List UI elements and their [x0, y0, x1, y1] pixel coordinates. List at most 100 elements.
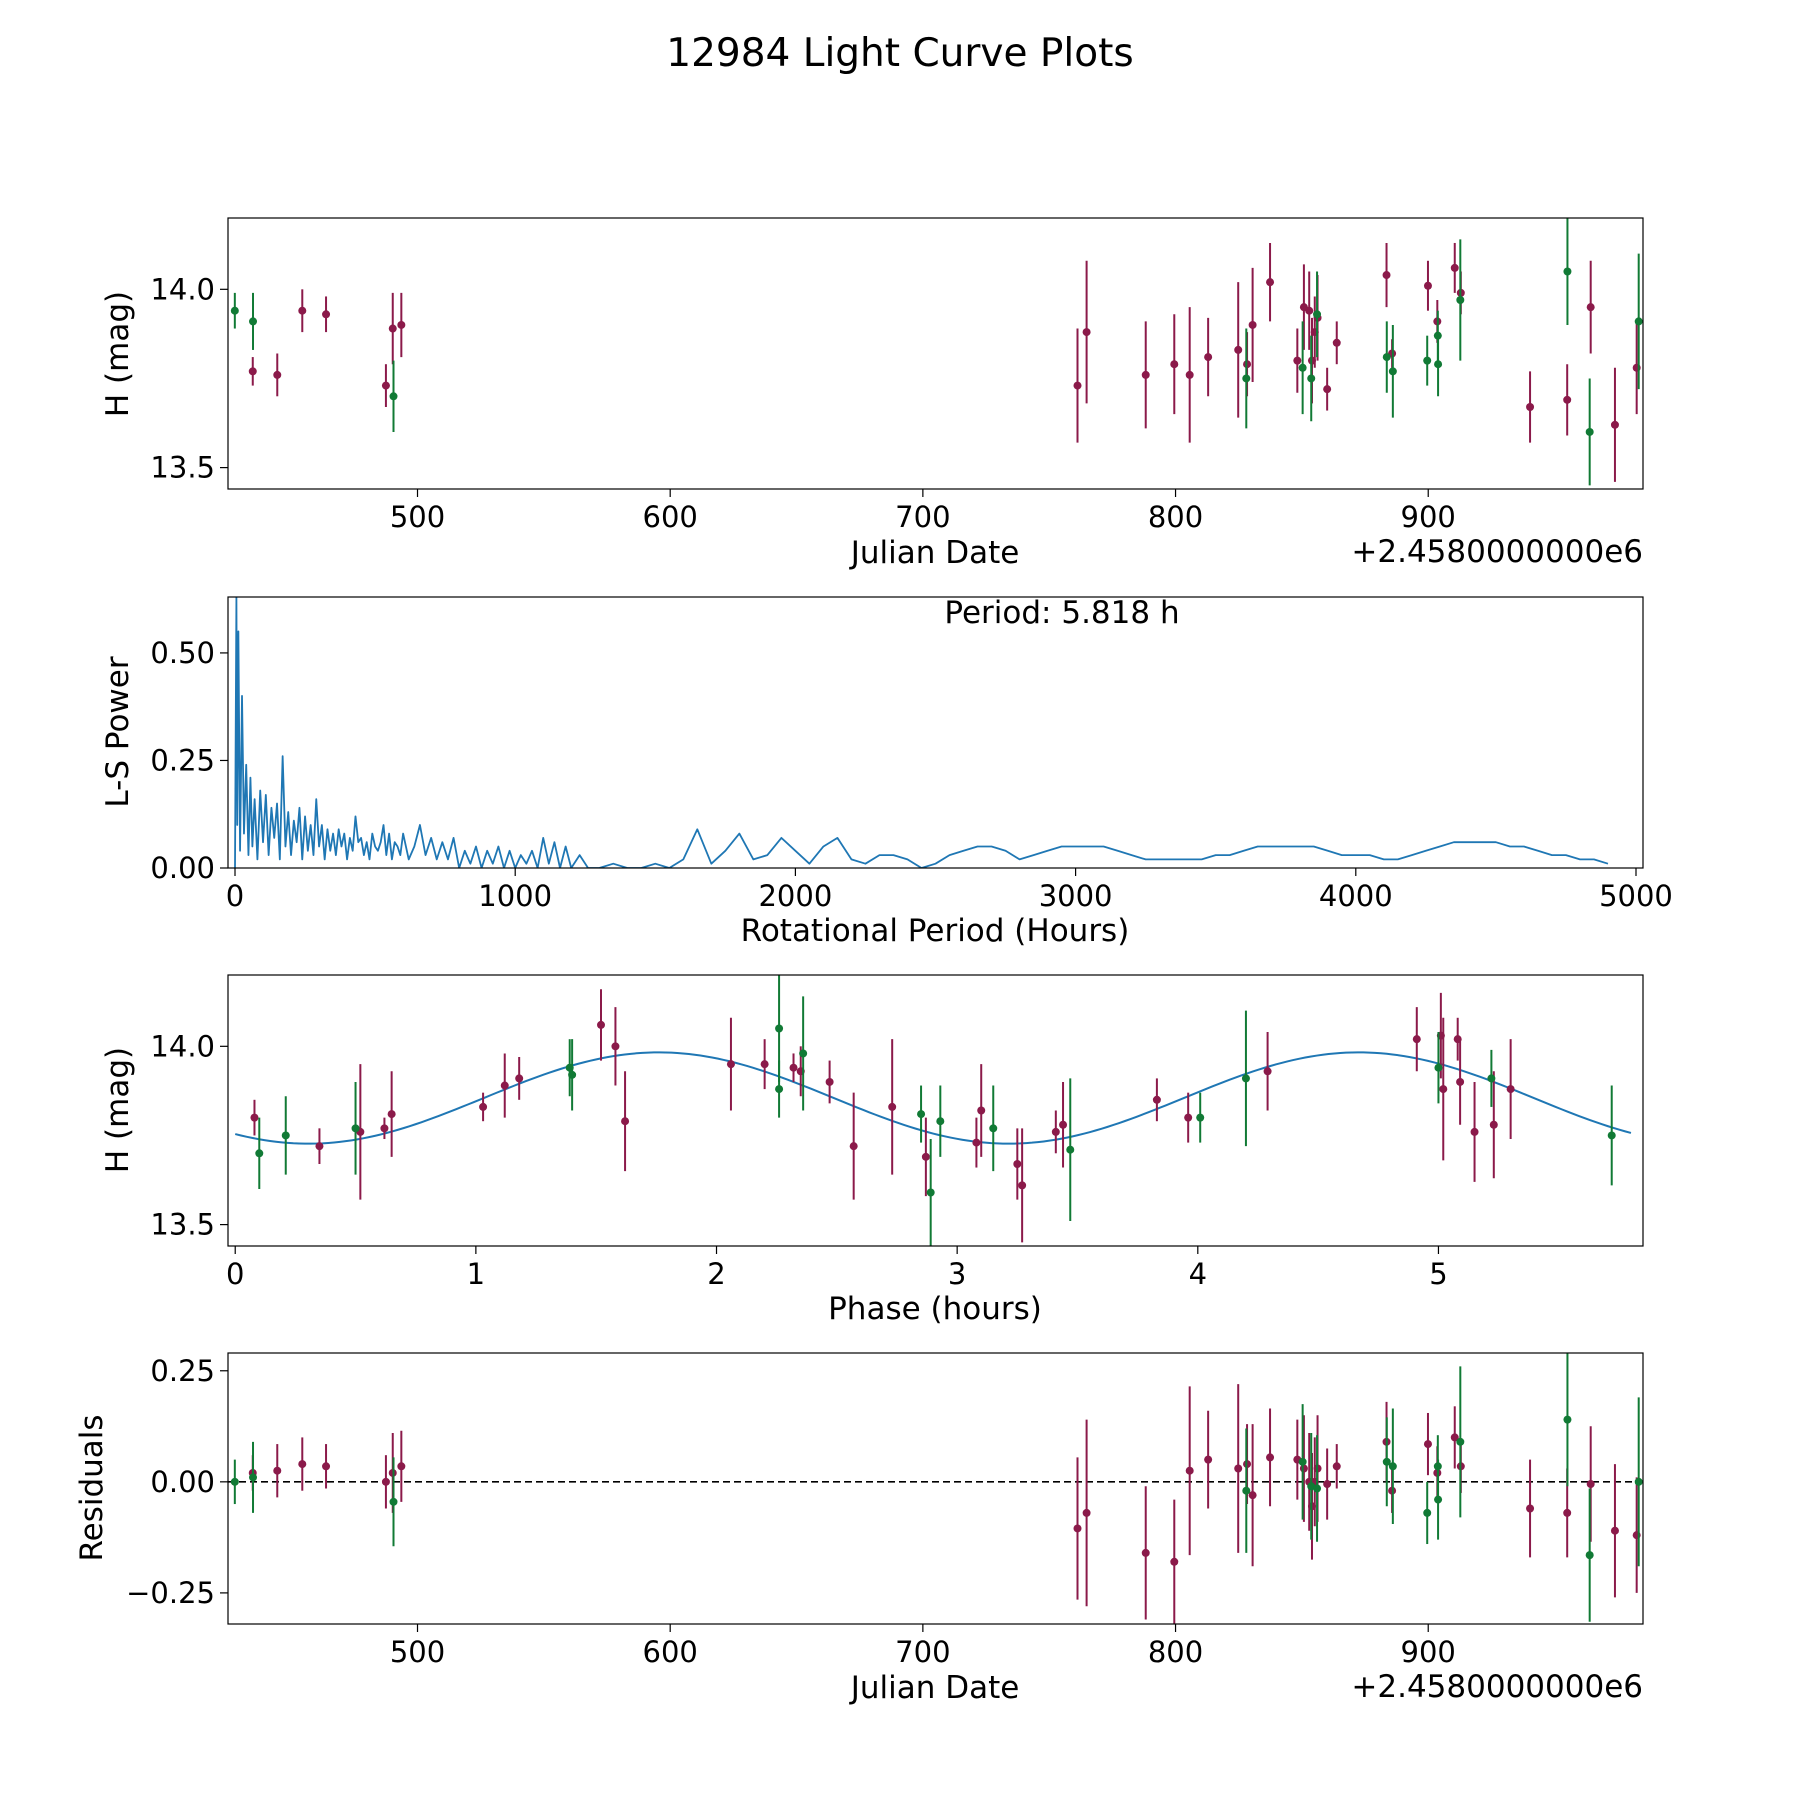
periodogram-xtick-label: 4000 — [1319, 879, 1393, 913]
residuals-red-band-point — [381, 1477, 390, 1486]
light-curve-green-band-point — [230, 306, 239, 315]
light-curve-green-band-point — [1423, 356, 1432, 365]
residuals-red-band-point — [1563, 1508, 1572, 1517]
phase-red-band-point — [1013, 1159, 1022, 1168]
phase-green-band-point — [989, 1124, 998, 1133]
residuals-red-band-point — [1332, 1462, 1341, 1471]
phase-green-band-point — [1487, 1074, 1496, 1083]
residuals-green-band-point — [1634, 1477, 1643, 1486]
residuals-plot-area — [228, 1353, 1643, 1624]
phase-red-band-point — [315, 1142, 324, 1151]
periodogram-xtick-label: 1000 — [478, 879, 552, 913]
light-curve-red-band-point — [1141, 370, 1150, 379]
residuals-red-band-point — [1073, 1524, 1082, 1533]
phase-red-band-point — [611, 1042, 620, 1051]
light-curve-red-band-point — [1323, 385, 1332, 394]
residuals-ytick-label: 0.00 — [150, 1465, 215, 1499]
light-curve-green-band-point — [1648, 389, 1656, 397]
residuals-red-band-point — [1141, 1548, 1150, 1557]
light-curve-red-band-point — [1450, 263, 1459, 272]
residuals-green-band-point — [389, 1497, 398, 1506]
phase-red-band-point — [1152, 1095, 1161, 1104]
residuals-green-band-point — [1648, 1491, 1656, 1499]
light-curve-green-band-point — [389, 392, 398, 401]
phase-red-band-point — [515, 1074, 524, 1083]
phase-red-band-point — [1263, 1067, 1272, 1076]
phase-red-band-point — [760, 1060, 769, 1069]
light-curve-green-band-point — [1456, 296, 1465, 305]
light-curve-ytick-label: 14.0 — [150, 272, 215, 306]
residuals-red-band-point — [1234, 1464, 1243, 1473]
residuals-red-band-point — [1266, 1453, 1275, 1462]
phase-green-band-point — [775, 1085, 784, 1094]
phase-red-band-point — [972, 1138, 981, 1147]
residuals-red-band-point — [1185, 1466, 1194, 1475]
residuals-green-band-point — [230, 1477, 239, 1486]
phase-green-band-point — [917, 1110, 926, 1119]
phase-green-band-point — [926, 1188, 935, 1197]
residuals-green-band-point — [1585, 1551, 1594, 1560]
light-curve-red-band-point — [1648, 350, 1656, 358]
light-curve-xlabel: Julian Date — [849, 535, 1020, 571]
panel-phase-folded: 0 1 2 3 4 5 13.5 14.0 Phase (hours) H (mag) — [100, 974, 1644, 1327]
residuals-red-band-point — [1082, 1508, 1091, 1517]
residuals-green-band-point — [1434, 1495, 1443, 1504]
phase-red-band-point — [1018, 1181, 1027, 1190]
periodogram-ytick-label: 0.50 — [150, 636, 215, 670]
residuals-red-band-point — [1423, 1440, 1432, 1449]
figure-title: 12984 Light Curve Plots — [666, 31, 1133, 76]
residuals-red-band-point — [1450, 1433, 1459, 1442]
phase-red-band-point — [1439, 1085, 1448, 1094]
phase-ytick-label: 14.0 — [150, 1029, 215, 1063]
light-curve-red-band-point — [1185, 370, 1194, 379]
phase-marks — [234, 975, 1632, 1246]
light-curve-green-band-point — [1388, 367, 1397, 376]
light-curve-red-band-point — [273, 370, 282, 379]
phase-green-band-point — [1434, 1063, 1443, 1072]
sinusoid-fit-curve — [234, 1051, 1632, 1145]
phase-red-band-point — [789, 1063, 798, 1072]
periodogram-ylabel: L-S Power — [100, 656, 136, 807]
periodogram-xlabel: Rotational Period (Hours) — [741, 913, 1130, 949]
phase-green-band-point — [775, 1024, 784, 1033]
light-curve-red-band-point — [298, 306, 307, 315]
light-curve-red-band-point — [1526, 402, 1535, 411]
light-curve-red-band-point — [1082, 328, 1091, 337]
phase-green-band-point — [568, 1070, 577, 1079]
phase-red-band-point — [726, 1060, 735, 1069]
residuals-red-band-point — [298, 1460, 307, 1469]
light-curve-red-band-point — [1234, 345, 1243, 354]
phase-red-band-point — [888, 1102, 897, 1111]
light-curve-red-band-point — [1586, 303, 1595, 312]
residuals-ytick-label: −0.25 — [126, 1576, 215, 1610]
phase-red-band-point — [977, 1106, 986, 1115]
phase-plot-area — [228, 975, 1643, 1246]
phase-red-band-point — [921, 1152, 930, 1161]
phase-green-band-point — [1607, 1131, 1616, 1140]
phase-green-band-point — [799, 1049, 808, 1058]
period-annotation: Period: 5.818 h — [944, 595, 1179, 631]
residuals-red-band-point — [397, 1462, 406, 1471]
light-curve-red-band-point — [1073, 381, 1082, 390]
residuals-ylabel: Residuals — [74, 1414, 110, 1561]
phase-ytick-label: 13.5 — [150, 1208, 215, 1242]
periodogram-xtick-label: 3000 — [1039, 879, 1113, 913]
light-curve-green-band-point — [1298, 363, 1307, 372]
residuals-green-band-point — [1456, 1437, 1465, 1446]
light-curve-red-band-point — [1332, 338, 1341, 347]
phase-red-band-point — [500, 1081, 509, 1090]
light-curve-red-band-point — [1170, 360, 1179, 369]
residuals-xtick-label: 500 — [390, 1635, 445, 1669]
phase-green-band-point — [351, 1124, 360, 1133]
light-curve-ytick-label: 13.5 — [150, 451, 215, 485]
light-curve-green-band-point — [1634, 317, 1643, 326]
phase-red-band-point — [1489, 1120, 1498, 1129]
light-curve-marks — [230, 218, 1656, 486]
residuals-red-band-point — [1248, 1491, 1257, 1500]
phase-xtick-label: 0 — [226, 1257, 244, 1291]
periodogram-power-line — [234, 597, 1609, 868]
light-curve-green-band-point — [1563, 267, 1572, 276]
light-curve-xtick-label: 600 — [643, 500, 698, 534]
residuals-offset-text: +2.4580000000e6 — [1351, 1669, 1643, 1705]
residuals-green-band-point — [1388, 1462, 1397, 1471]
